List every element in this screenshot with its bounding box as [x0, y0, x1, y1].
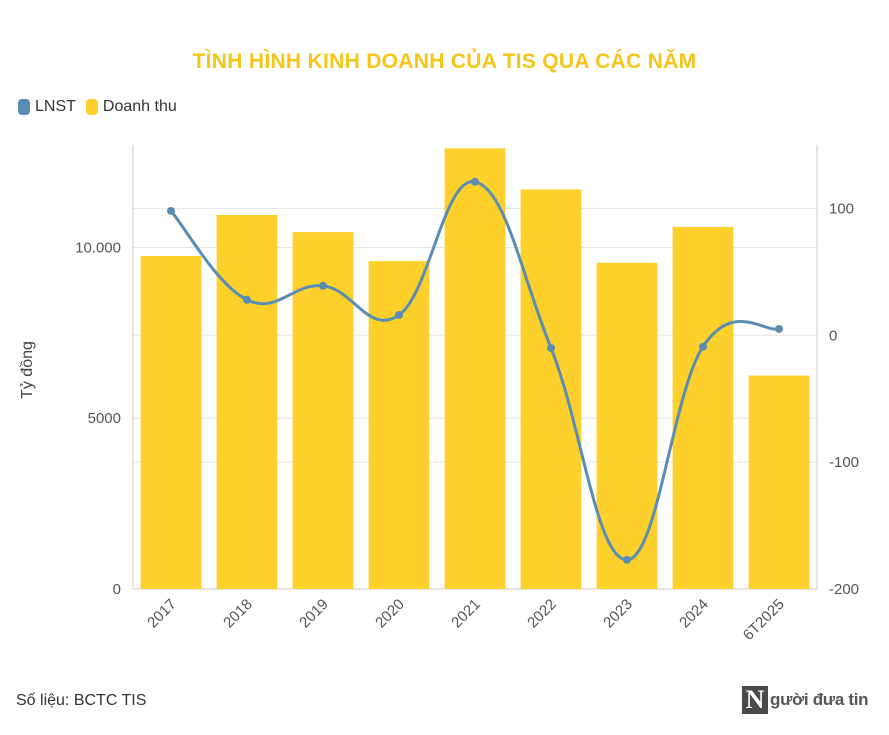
x-tick-label: 2018 — [220, 596, 256, 632]
line-lnst — [169, 180, 780, 562]
bar-doanh-thu-2023 — [596, 262, 658, 589]
point-lnst-2021 — [471, 177, 479, 186]
bar-doanh-thu-2024 — [672, 226, 734, 589]
y-tick-label-right: -100 — [829, 454, 859, 471]
x-tick-label: 2022 — [524, 596, 560, 632]
x-tick-label: 2017 — [144, 596, 180, 632]
legend-label-lnst: LNST — [35, 98, 76, 115]
point-lnst-6T2025 — [775, 324, 783, 333]
legend: LNST Doanh thu — [18, 98, 187, 116]
x-tick-label: 2023 — [600, 596, 636, 632]
point-lnst-2023 — [623, 555, 631, 564]
point-lnst-2018 — [243, 295, 251, 304]
legend-item-lnst[interactable]: LNST — [18, 98, 76, 116]
bar-doanh-thu-2017 — [140, 256, 202, 589]
bar-doanh-thu-6T2025 — [748, 375, 810, 589]
x-tick-label: 2020 — [372, 596, 408, 632]
source-note: Số liệu: BCTC TIS — [16, 692, 147, 709]
bar-doanh-thu-2018 — [216, 215, 278, 589]
y-tick-label-left: 5000 — [88, 410, 121, 427]
y-tick-label-left: 10.000 — [75, 239, 121, 256]
bar-doanh-thu-2019 — [292, 232, 354, 590]
x-tick-label: 6T2025 — [740, 596, 788, 644]
chart-title: TÌNH HÌNH KINH DOANH CỦA TIS QUA CÁC NĂM — [192, 50, 697, 73]
legend-item-doanh-thu[interactable]: Doanh thu — [85, 98, 177, 116]
bar-doanh-thu-2020 — [368, 261, 430, 589]
point-lnst-2022 — [547, 343, 555, 352]
x-tick-label: 2024 — [676, 596, 712, 632]
bar-doanh-thu-2021 — [444, 148, 506, 589]
y-tick-label-right: -200 — [829, 581, 859, 598]
point-lnst-2017 — [167, 206, 175, 215]
y-tick-label-left: 0 — [113, 581, 121, 598]
legend-swatch-lnst — [18, 99, 30, 115]
y-tick-label-right: 100 — [829, 200, 854, 217]
point-lnst-2019 — [319, 281, 327, 290]
x-tick-label: 2021 — [448, 596, 484, 632]
x-tick-label: 2019 — [296, 596, 332, 632]
bar-doanh-thu-2022 — [520, 189, 582, 589]
point-lnst-2024 — [699, 342, 707, 351]
legend-label-doanh-thu: Doanh thu — [102, 98, 177, 115]
y-tick-label-right: 0 — [829, 327, 837, 344]
publisher-logo: N gười đưa tin — [742, 686, 869, 714]
legend-swatch-doanh-thu — [85, 99, 98, 115]
logo-text: gười đưa tin — [770, 690, 869, 709]
logo-mark: N — [742, 686, 768, 714]
point-lnst-2020 — [395, 310, 403, 319]
